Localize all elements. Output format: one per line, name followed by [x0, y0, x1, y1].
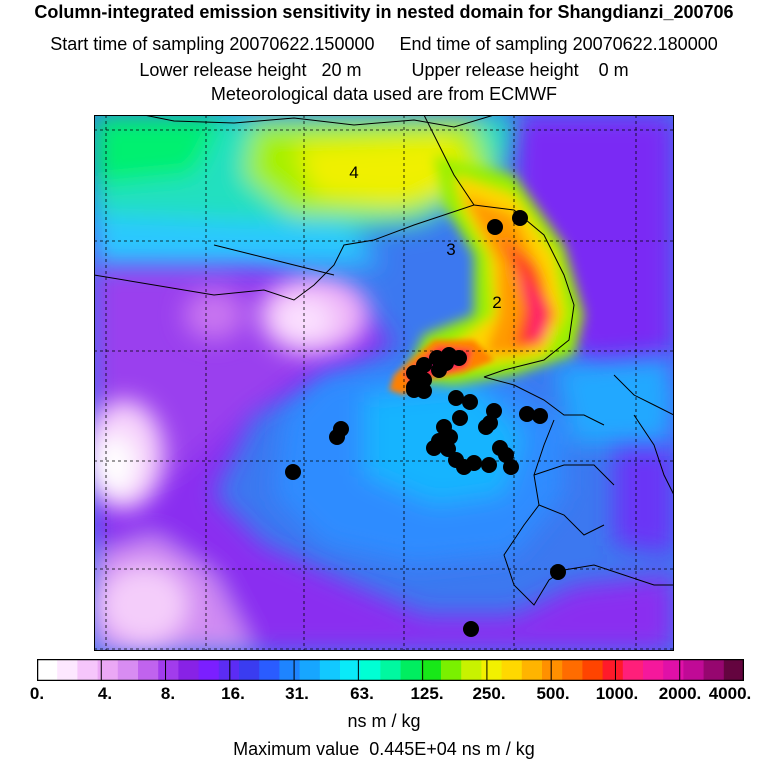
colorbar-tick-label: 4000. [708, 684, 752, 703]
release-marker [406, 382, 422, 398]
colorbar-swatch [501, 659, 523, 681]
release-marker [448, 390, 464, 406]
colorbar-swatch [521, 659, 543, 681]
map-title: Column-integrated emission sensitivity i… [34, 2, 734, 22]
colorbar-swatch [37, 659, 58, 681]
release-marker [431, 362, 447, 378]
colorbar-tick-label: 1000. [595, 684, 639, 703]
colorbar-tick-label: 250. [472, 684, 506, 703]
colorbar-swatch [138, 659, 159, 681]
colorbar-tick-label: 8. [160, 684, 176, 703]
colorbar-swatch [723, 659, 745, 681]
colorbar-swatch [481, 659, 503, 681]
release-height-line: Lower release height 20 m Upper release … [139, 60, 629, 80]
colorbar-swatch [57, 659, 78, 681]
release-marker [550, 564, 566, 580]
maximum-value-text: Maximum value 0.445E+04 ns m / kg [233, 739, 535, 759]
colorbar-swatch [77, 659, 99, 681]
release-marker [441, 347, 457, 363]
release-marker [462, 394, 478, 410]
contour-label: 3 [446, 240, 455, 259]
colorbar-swatch [218, 659, 240, 681]
release-marker [503, 459, 519, 475]
colorbar-units: ns m / kg [347, 711, 421, 731]
coastline [94, 115, 674, 606]
colorbar-swatch [542, 659, 563, 681]
map-canvas: 4 3 2 [94, 115, 674, 651]
colorbar-swatch [622, 659, 644, 681]
colorbar-swatch [582, 659, 604, 681]
colorbar-swatch [441, 659, 462, 681]
colorbar-swatch [360, 659, 381, 681]
colorbar-swatch [562, 659, 583, 681]
emission-sensitivity-map: 4 3 2 [94, 115, 674, 651]
colorbar [36, 658, 745, 682]
release-marker [498, 447, 514, 463]
release-marker [329, 429, 345, 445]
colorbar-tick-label: 2000. [658, 684, 702, 703]
release-marker [519, 406, 535, 422]
colorbar-swatch [380, 659, 402, 681]
release-marker [532, 408, 548, 424]
colorbar-tick-label: 31. [285, 684, 309, 703]
release-marker [481, 457, 497, 473]
colorbar-swatch [279, 659, 301, 681]
release-marker [512, 210, 528, 226]
release-marker [426, 440, 442, 456]
lat-lon-grid [94, 115, 674, 651]
colorbar-swatch [178, 659, 200, 681]
colorbar-swatch [340, 659, 361, 681]
colorbar-swatch [198, 659, 220, 681]
colorbar-tick-label: 63. [350, 684, 374, 703]
colorbar-swatch [97, 659, 119, 681]
colorbar-frame [36, 658, 745, 682]
colorbar-swatch [663, 659, 684, 681]
release-marker [285, 464, 301, 480]
colorbar-swatch [602, 659, 624, 681]
release-marker [463, 621, 479, 637]
colorbar-swatch [319, 659, 341, 681]
release-marker [487, 219, 503, 235]
release-marker [452, 410, 468, 426]
colorbar-tick-label: 16. [221, 684, 245, 703]
colorbar-swatch [643, 659, 664, 681]
colorbar-swatch [703, 659, 725, 681]
release-marker [478, 419, 494, 435]
colorbar-swatch [259, 659, 280, 681]
map-frame [94, 115, 674, 651]
release-marker [440, 441, 456, 457]
colorbar-scale [36, 658, 745, 682]
colorbar-swatch [117, 659, 139, 681]
colorbar-swatch [158, 659, 179, 681]
colorbar-swatch [461, 659, 482, 681]
colorbar-tick-label: 0. [29, 684, 45, 703]
colorbar-swatch [420, 659, 442, 681]
colorbar-tick-label: 125. [410, 684, 444, 703]
sampling-time-line: Start time of sampling 20070622.150000 E… [50, 34, 718, 54]
release-markers [285, 210, 566, 637]
contour-label: 4 [349, 163, 358, 182]
release-marker [456, 459, 472, 475]
colorbar-swatch [400, 659, 422, 681]
colorbar-swatch [683, 659, 705, 681]
met-data-line: Meteorological data used are from ECMWF [210, 84, 558, 104]
colorbar-swatch [299, 659, 321, 681]
colorbar-tick-label: 4. [97, 684, 113, 703]
colorbar-swatch [239, 659, 260, 681]
contour-label: 2 [492, 293, 501, 312]
sensitivity-field [94, 115, 674, 651]
colorbar-tick-label: 500. [536, 684, 570, 703]
